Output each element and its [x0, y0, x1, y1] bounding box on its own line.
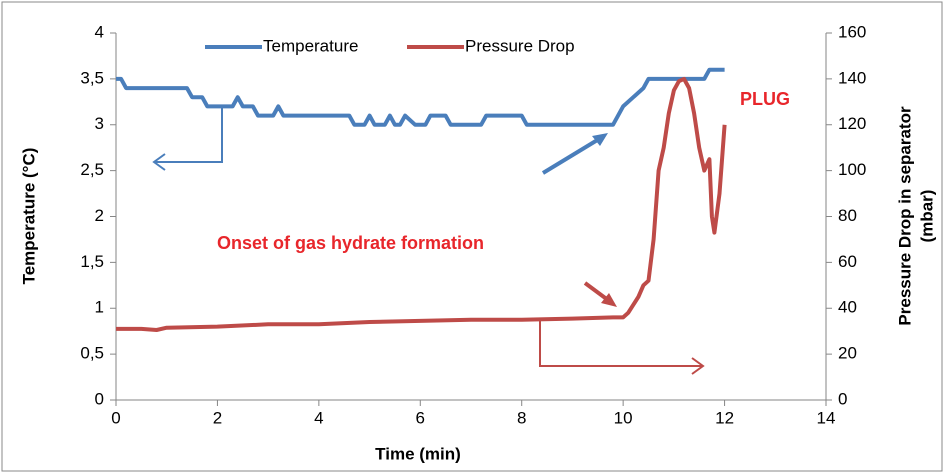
y-tick-label: 0,5: [80, 344, 104, 363]
y2-tick-label: 0: [838, 389, 847, 408]
y2-axis-title: (mbar): [917, 190, 936, 243]
x-tick-label: 4: [314, 408, 323, 427]
y2-tick-label: 120: [838, 114, 866, 133]
arrow-head: [691, 357, 705, 375]
arrows: [152, 105, 705, 375]
x-tick-label: 14: [817, 408, 836, 427]
x-tick-label: 10: [614, 408, 633, 427]
y2-tick-label: 80: [838, 206, 857, 225]
series-line: [116, 76, 727, 332]
y2-tick-label: 60: [838, 252, 857, 271]
x-tick-label: 2: [213, 408, 222, 427]
x-axis-title: Time (min): [375, 444, 461, 463]
y2-tick-label: 160: [838, 22, 866, 41]
arrow-head: [152, 153, 166, 171]
y-tick-label: 0: [95, 389, 104, 408]
x-tick-label: 12: [715, 408, 734, 427]
y-tick-label: 2: [95, 206, 104, 225]
arrow: [539, 320, 703, 367]
arrow-head: [592, 133, 608, 146]
y-tick-label: 3: [95, 114, 104, 133]
legend-label: Pressure Drop: [465, 36, 575, 55]
y2-axis-title: Pressure Drop in separator: [895, 106, 914, 326]
x-tick-label: 8: [517, 408, 526, 427]
legend-label: Temperature: [263, 36, 358, 55]
y-tick-label: 3,5: [80, 68, 104, 87]
annotation: Onset of gas hydrate formation: [217, 233, 484, 253]
annotation: PLUG: [740, 89, 790, 109]
arrow-head: [601, 293, 617, 307]
y2-tick-label: 40: [838, 298, 857, 317]
y-tick-label: 2,5: [80, 160, 104, 179]
y-tick-label: 4: [95, 22, 104, 41]
series-line: [116, 67, 725, 127]
y-tick-label: 1,5: [80, 252, 104, 271]
y-axis-title: Temperature (°C): [19, 148, 38, 285]
y2-tick-label: 20: [838, 344, 857, 363]
x-tick-label: 0: [111, 408, 120, 427]
y-tick-label: 1: [95, 298, 104, 317]
arrow: [541, 134, 606, 175]
x-tick-label: 6: [416, 408, 425, 427]
y2-tick-label: 140: [838, 68, 866, 87]
arrow: [155, 105, 223, 163]
y2-tick-label: 100: [838, 160, 866, 179]
